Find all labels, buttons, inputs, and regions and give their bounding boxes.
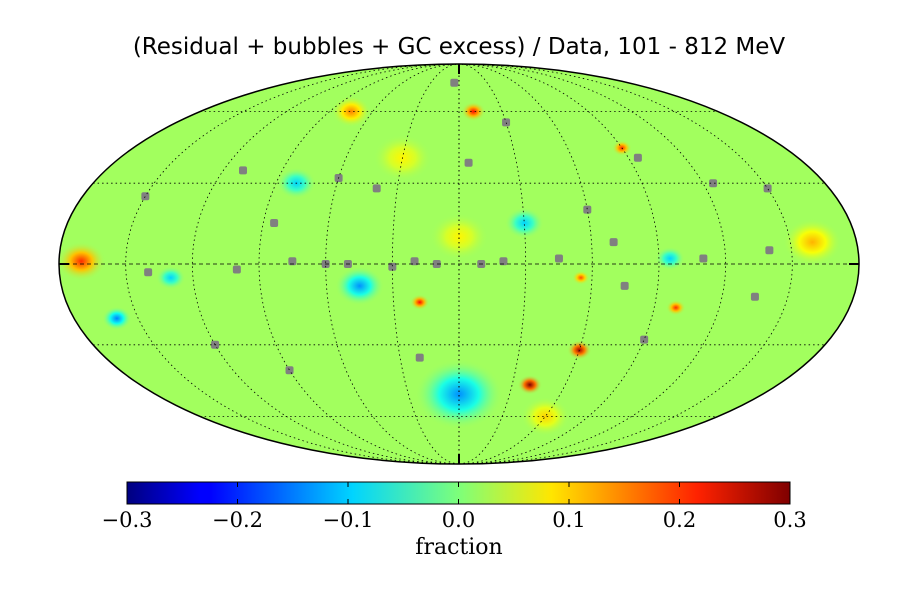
meridian-line <box>258 63 460 465</box>
masked-source <box>239 166 248 175</box>
anisotropy-feature <box>572 270 590 285</box>
anisotropy-feature <box>59 241 106 281</box>
colorbar: −0.3 −0.2 −0.1 0.0 0.1 0.2 0.3 fraction <box>102 481 807 560</box>
masked-source <box>432 260 441 268</box>
map-outline <box>58 63 860 465</box>
masked-source <box>144 268 153 277</box>
masked-source <box>388 262 397 271</box>
anisotropy-feature <box>783 218 842 266</box>
sky-map <box>58 63 860 465</box>
colorbar-tick-label: −0.2 <box>212 508 263 532</box>
masked-source <box>502 118 511 127</box>
meridian-line <box>391 63 460 465</box>
masked-source <box>554 254 563 263</box>
anisotropy-feature <box>461 101 486 122</box>
colorbar-tick-label: 0.2 <box>663 508 696 532</box>
masked-source <box>640 335 649 344</box>
masked-source <box>763 184 772 193</box>
anisotropy-feature <box>666 299 686 316</box>
masked-source <box>270 219 279 228</box>
chart-title: (Residual + bubbles + GC excess) / Data,… <box>133 34 786 60</box>
masked-source <box>141 192 150 201</box>
masked-source <box>410 257 419 266</box>
masked-source <box>288 257 297 266</box>
colorbar-tick-label: 0.0 <box>442 508 475 532</box>
anisotropy-feature <box>567 340 592 360</box>
anisotropy-feature <box>520 396 570 437</box>
masked-source <box>450 78 459 87</box>
anisotropy-feature <box>409 294 430 311</box>
masked-source <box>464 158 473 167</box>
anisotropy-feature <box>429 213 489 261</box>
masked-source <box>765 246 774 255</box>
masked-source <box>499 257 508 266</box>
colorbar-tick-label: −0.3 <box>102 508 153 532</box>
masked-source <box>415 353 424 362</box>
masked-source <box>609 238 618 247</box>
meridian-line <box>458 63 727 465</box>
masked-source <box>750 292 759 301</box>
masked-source <box>699 254 708 263</box>
anisotropy-feature <box>335 266 385 306</box>
anisotropy-feature <box>331 95 371 128</box>
anisotropy-feature <box>156 265 186 290</box>
masked-source <box>583 205 592 214</box>
anisotropy-feature <box>415 359 503 430</box>
masked-source <box>372 184 381 193</box>
colorbar-tick-label: 0.1 <box>552 508 585 532</box>
masked-source <box>709 179 718 188</box>
masked-source <box>633 153 642 162</box>
masked-source <box>232 265 241 274</box>
colorbar-label: fraction <box>415 535 502 560</box>
anisotropy-feature <box>517 375 543 395</box>
masked-source <box>620 281 629 290</box>
colorbar-tick-label: −0.1 <box>323 508 374 532</box>
colorbar-tick-label: 0.3 <box>773 508 806 532</box>
masked-source <box>285 366 294 375</box>
anisotropy-feature <box>102 306 132 331</box>
anisotropy-feature <box>655 246 685 271</box>
anisotropy-feature <box>504 207 544 239</box>
